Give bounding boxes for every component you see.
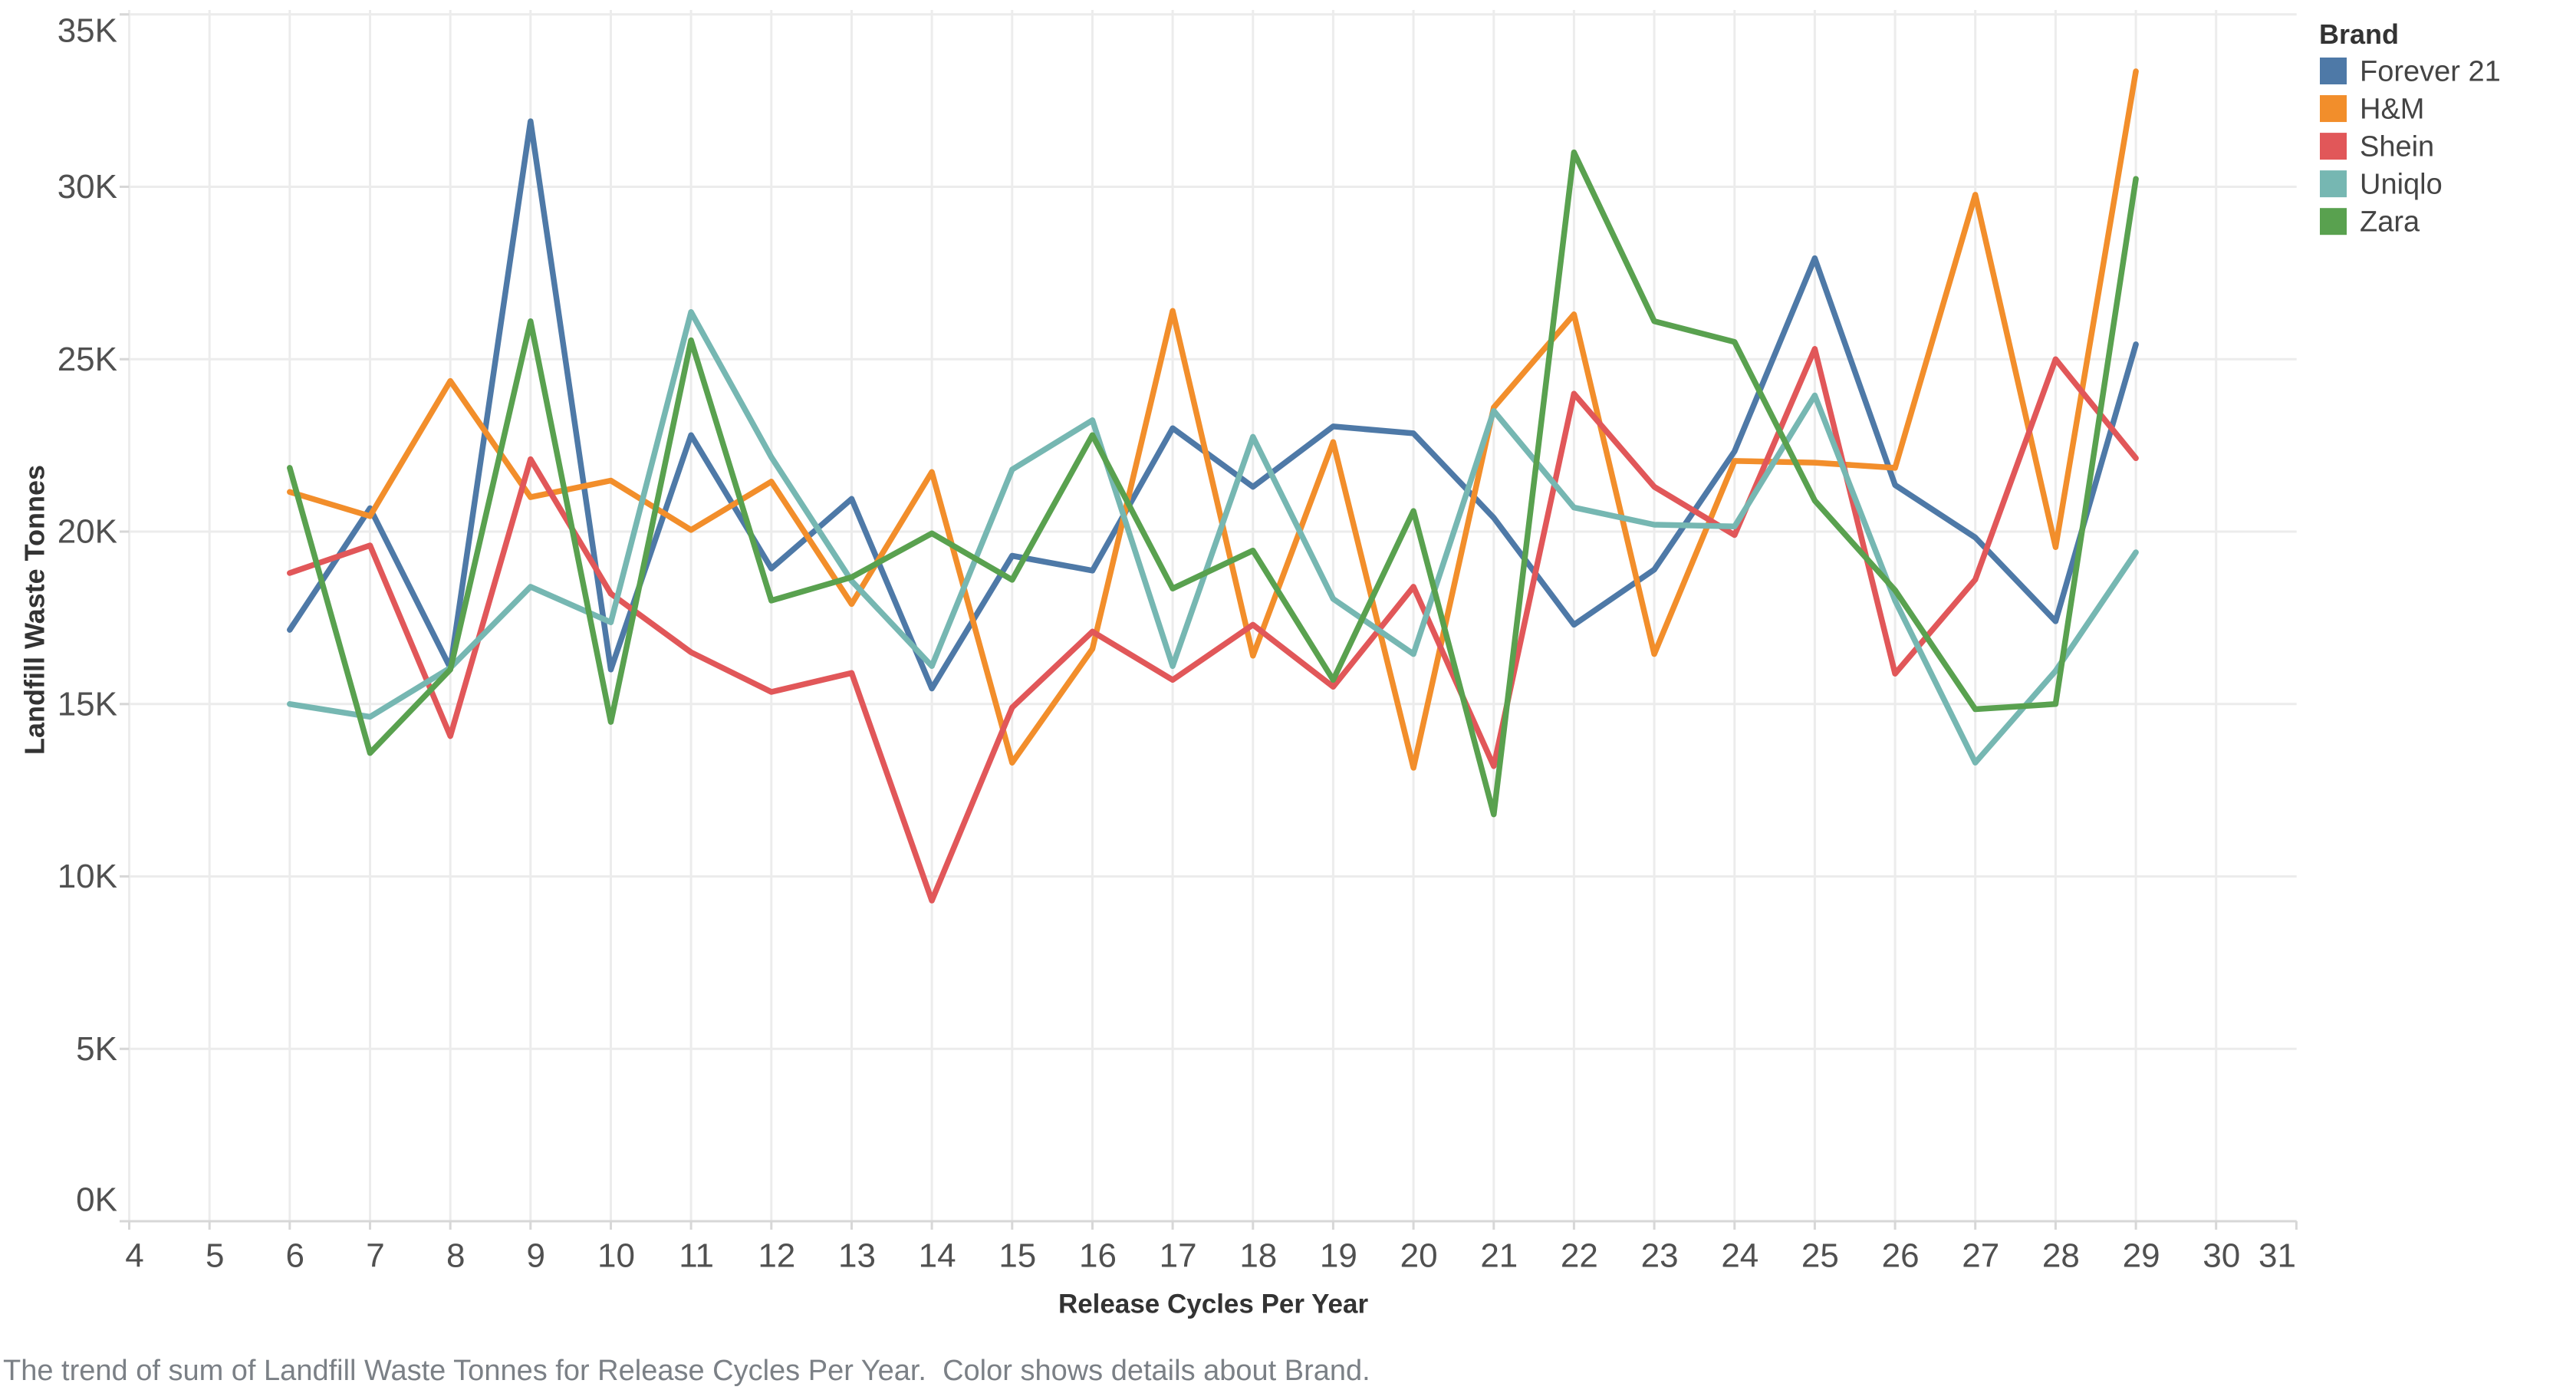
- svg-text:10: 10: [597, 1237, 635, 1275]
- svg-text:8: 8: [446, 1237, 465, 1275]
- svg-text:26: 26: [1882, 1237, 1920, 1275]
- svg-text:H&M: H&M: [2360, 94, 2424, 126]
- svg-text:25K: 25K: [58, 341, 117, 378]
- svg-text:12: 12: [758, 1237, 795, 1275]
- svg-text:Uniqlo: Uniqlo: [2360, 169, 2443, 201]
- svg-text:35K: 35K: [58, 12, 117, 50]
- svg-text:6: 6: [286, 1237, 304, 1275]
- svg-text:15K: 15K: [58, 685, 117, 723]
- svg-text:20: 20: [1400, 1237, 1438, 1275]
- svg-text:Brand: Brand: [2319, 18, 2399, 50]
- svg-text:Forever 21: Forever 21: [2360, 56, 2501, 88]
- svg-text:16: 16: [1079, 1237, 1117, 1275]
- svg-text:10K: 10K: [58, 858, 117, 895]
- svg-text:23: 23: [1641, 1237, 1679, 1275]
- svg-text:19: 19: [1320, 1237, 1357, 1275]
- svg-text:21: 21: [1480, 1237, 1518, 1275]
- svg-text:30K: 30K: [58, 168, 117, 206]
- svg-text:27: 27: [1962, 1237, 1999, 1275]
- svg-text:Shein: Shein: [2360, 131, 2434, 163]
- svg-text:24: 24: [1721, 1237, 1758, 1275]
- svg-text:7: 7: [366, 1237, 384, 1275]
- svg-text:9: 9: [527, 1237, 545, 1275]
- svg-text:28: 28: [2042, 1237, 2080, 1275]
- svg-text:Landfill Waste Tonnes: Landfill Waste Tonnes: [19, 465, 51, 755]
- svg-text:The trend of sum of Landfill W: The trend of sum of Landfill Waste Tonne…: [3, 1355, 1370, 1387]
- svg-text:5: 5: [206, 1237, 224, 1275]
- svg-text:11: 11: [679, 1237, 714, 1275]
- svg-text:13: 13: [838, 1237, 876, 1275]
- svg-text:15: 15: [998, 1237, 1036, 1275]
- svg-text:22: 22: [1561, 1237, 1598, 1275]
- svg-text:18: 18: [1239, 1237, 1277, 1275]
- svg-text:5K: 5K: [76, 1030, 117, 1068]
- svg-text:Zara: Zara: [2360, 206, 2420, 239]
- svg-text:0K: 0K: [76, 1181, 117, 1219]
- svg-text:17: 17: [1160, 1237, 1197, 1275]
- svg-text:31: 31: [2259, 1237, 2296, 1275]
- svg-text:14: 14: [919, 1237, 956, 1275]
- svg-text:4: 4: [125, 1237, 143, 1275]
- svg-text:29: 29: [2123, 1237, 2160, 1275]
- svg-text:30: 30: [2203, 1237, 2240, 1275]
- svg-text:20K: 20K: [58, 513, 117, 551]
- svg-text:25: 25: [1801, 1237, 1839, 1275]
- svg-text:Release Cycles Per Year: Release Cycles Per Year: [1058, 1290, 1369, 1319]
